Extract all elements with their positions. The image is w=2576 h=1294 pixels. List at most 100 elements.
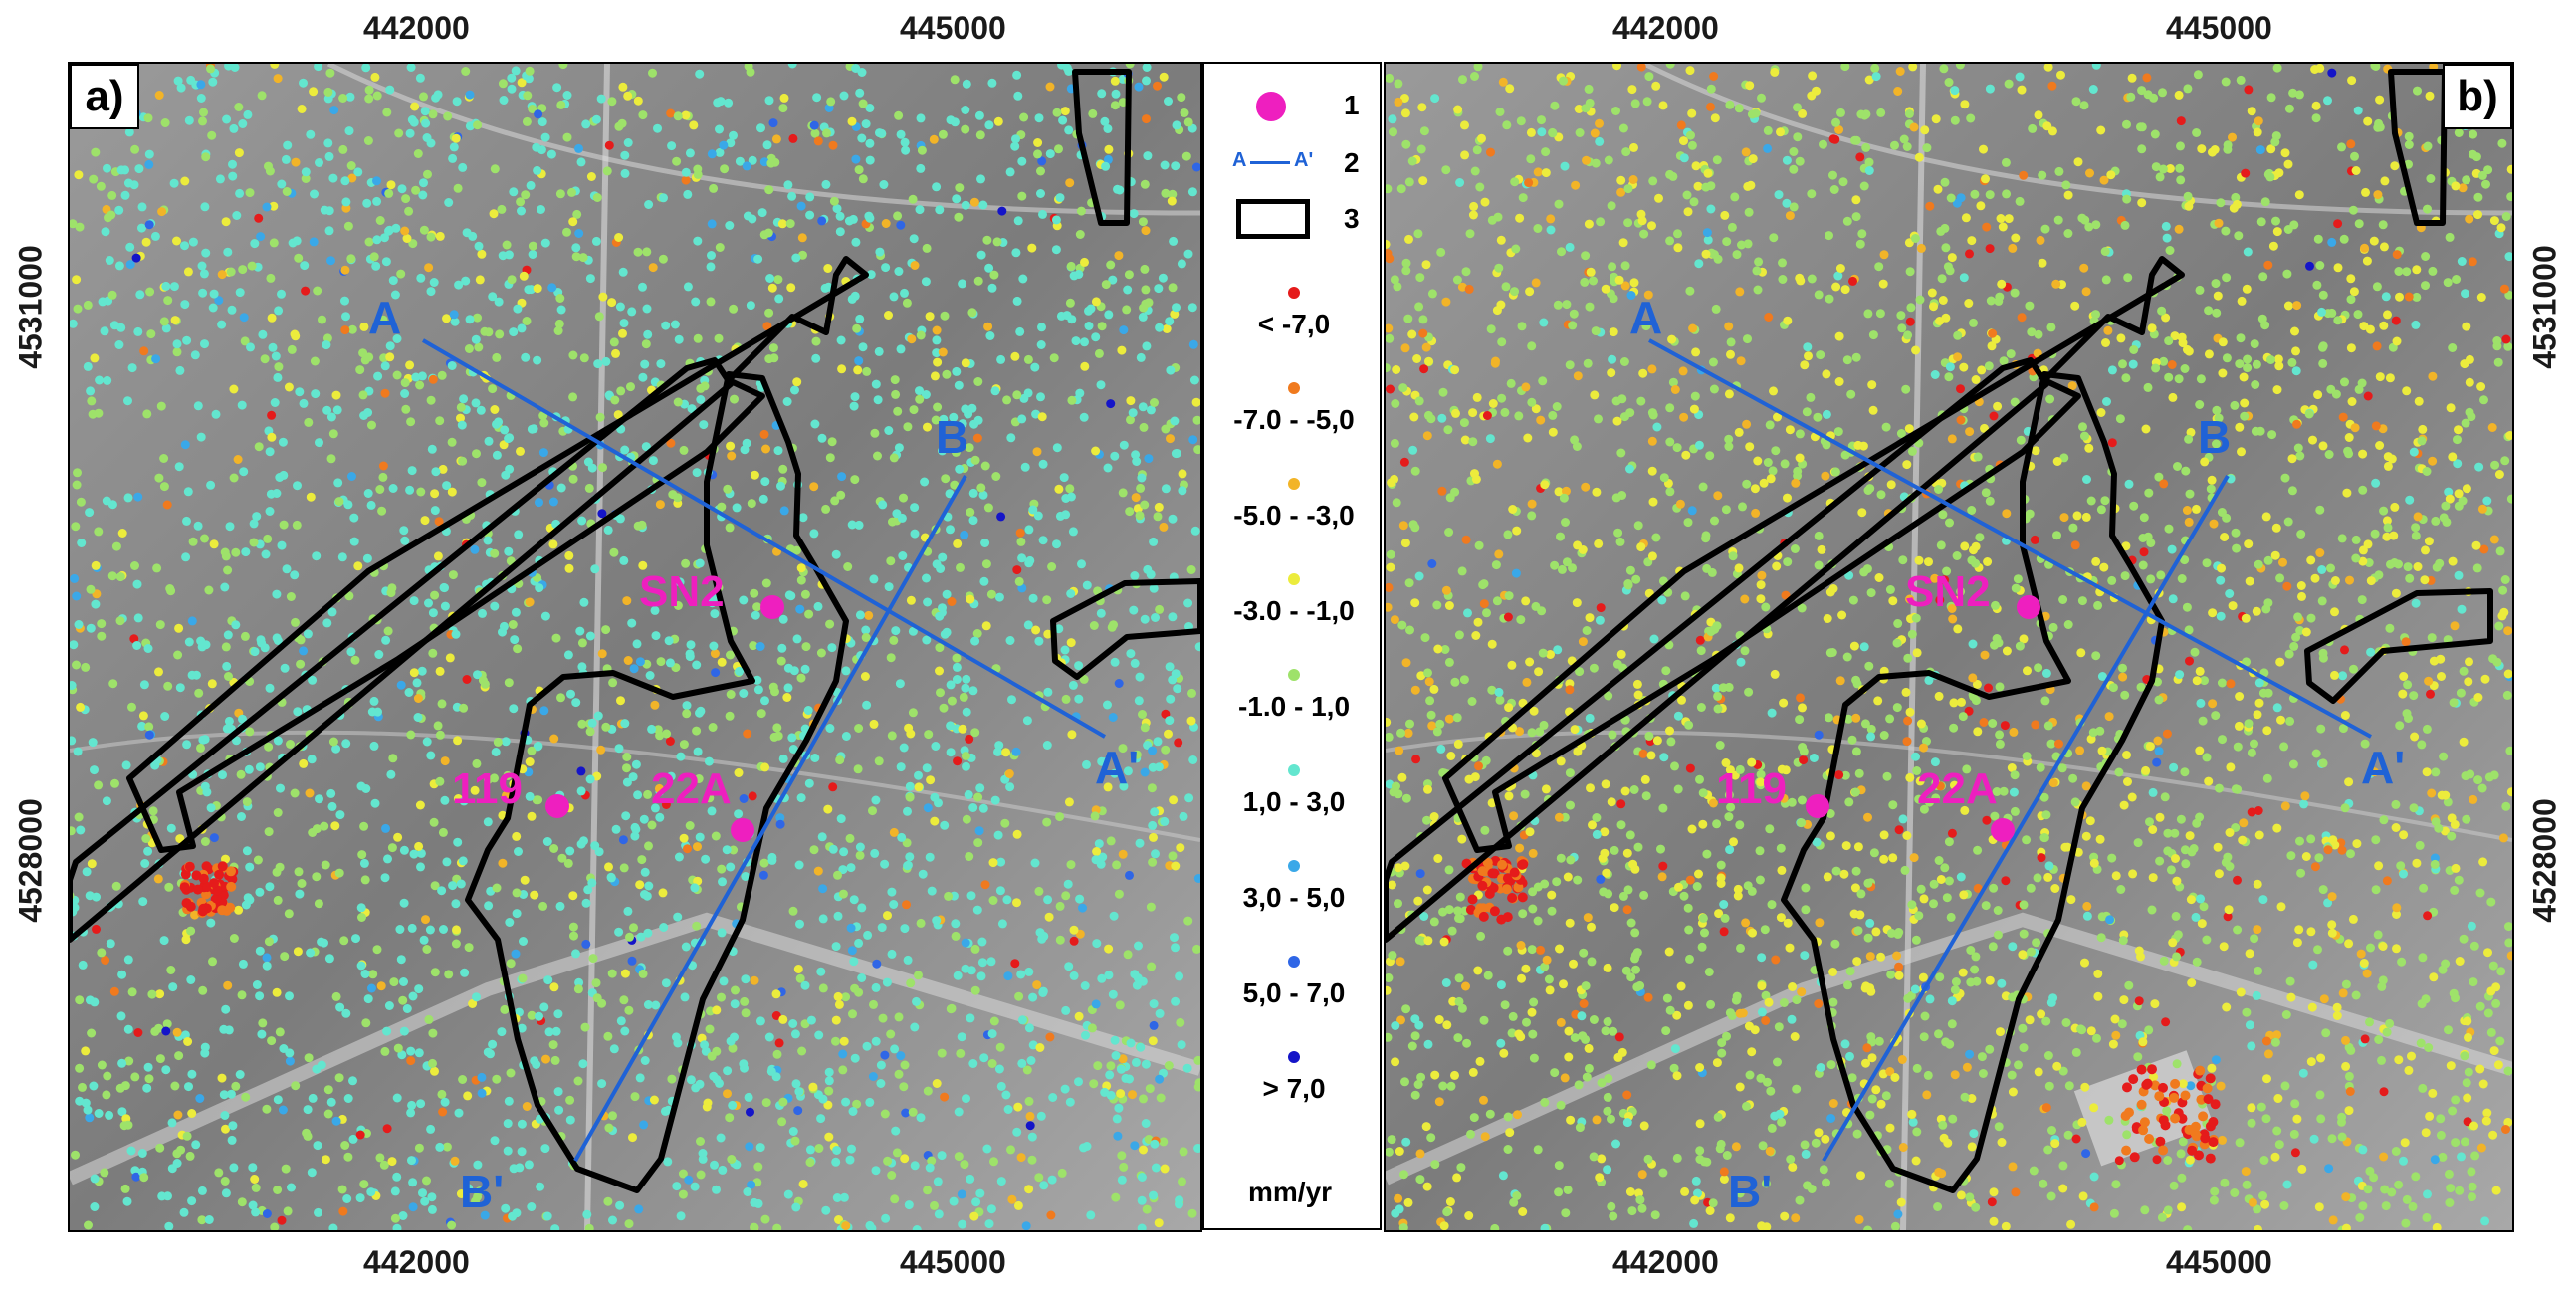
ps-point xyxy=(1016,970,1026,979)
x-tick-top-a-442000: 442000 xyxy=(363,10,470,46)
ps-point xyxy=(155,989,165,999)
ps-point xyxy=(1636,396,1646,406)
ps-point xyxy=(748,214,757,224)
ps-point xyxy=(338,94,348,103)
ps-point xyxy=(414,984,424,994)
ps-point xyxy=(2503,1066,2512,1076)
ps-point xyxy=(399,898,409,908)
ps-point xyxy=(90,1202,100,1211)
ps-point xyxy=(792,634,802,644)
ps-point xyxy=(2151,162,2161,172)
ps-point xyxy=(1538,376,1548,386)
ps-point xyxy=(597,509,607,519)
ps-point xyxy=(72,660,81,670)
ps-point xyxy=(318,315,326,324)
ps-point xyxy=(1109,911,1119,921)
ps-point xyxy=(1386,549,1395,559)
ps-point xyxy=(1080,337,1089,347)
ps-point xyxy=(615,302,625,312)
ps-point xyxy=(326,454,336,464)
ps-point xyxy=(1074,694,1084,704)
ps-point xyxy=(1765,1146,1775,1156)
ps-point xyxy=(1188,755,1198,764)
ps-point xyxy=(2294,90,2304,100)
ps-point xyxy=(962,1094,970,1104)
ps-point xyxy=(1533,224,1543,233)
ps-point xyxy=(694,774,704,783)
ps-point xyxy=(480,326,490,336)
ps-point xyxy=(2184,346,2194,356)
ps-point xyxy=(507,275,517,285)
ps-point xyxy=(1030,362,1040,372)
ps-point xyxy=(214,869,225,880)
ps-point xyxy=(990,386,1000,396)
ps-point xyxy=(1123,950,1133,960)
ps-point xyxy=(1180,108,1189,117)
ps-point xyxy=(1629,142,1638,152)
ps-point xyxy=(1142,64,1152,72)
ps-point xyxy=(894,1069,904,1079)
ps-point xyxy=(2469,977,2478,987)
ps-point xyxy=(2039,792,2049,802)
ps-point xyxy=(490,548,500,558)
legend-class-swatch xyxy=(1288,669,1300,681)
ps-point xyxy=(1084,322,1094,330)
ps-point xyxy=(2401,1218,2411,1228)
ps-point xyxy=(2503,1117,2512,1127)
legend-class-swatch xyxy=(1288,764,1300,776)
ps-point xyxy=(764,308,774,318)
ps-point xyxy=(846,923,856,933)
ps-point xyxy=(786,591,796,601)
ps-point xyxy=(238,265,248,275)
ps-point xyxy=(1171,669,1181,679)
ps-point xyxy=(1183,249,1193,259)
ps-point xyxy=(123,396,132,406)
ps-point xyxy=(1833,271,1843,281)
ps-point xyxy=(327,607,337,617)
ps-point xyxy=(2254,830,2264,840)
ps-point xyxy=(732,503,742,513)
ps-point xyxy=(1505,1128,1515,1138)
ps-point xyxy=(1948,614,1958,624)
ps-point xyxy=(1914,152,1924,162)
ps-point xyxy=(922,573,931,583)
ps-point xyxy=(685,148,695,158)
ps-point xyxy=(542,837,552,846)
ps-point xyxy=(2452,275,2462,284)
ps-point xyxy=(1130,970,1140,979)
ps-point xyxy=(1665,64,1675,69)
ps-point xyxy=(1678,366,1688,376)
ps-point xyxy=(375,485,385,494)
map-panel-b[interactable]: b) A A' B B' SN2 119 22A xyxy=(1384,62,2514,1232)
ps-point xyxy=(970,636,980,646)
ps-point xyxy=(1842,355,1852,365)
ps-point xyxy=(631,759,641,769)
ps-point xyxy=(1079,412,1089,422)
ps-point xyxy=(1597,1078,1607,1088)
ps-point xyxy=(936,564,946,573)
ps-point xyxy=(938,603,947,613)
ps-point xyxy=(1837,610,1847,620)
ps-point xyxy=(139,1173,149,1183)
ps-point xyxy=(1971,375,1981,384)
ps-point xyxy=(667,141,677,151)
ps-point xyxy=(2154,472,2164,482)
ps-point xyxy=(1173,684,1182,694)
profile-line-b-b xyxy=(573,475,967,1162)
ps-point xyxy=(143,113,153,123)
ps-point xyxy=(1178,469,1187,479)
ps-point xyxy=(437,699,447,709)
ps-point xyxy=(1177,1040,1186,1050)
ps-point xyxy=(1394,79,1403,89)
ps-point xyxy=(1874,573,1884,582)
ps-point xyxy=(1155,323,1165,332)
ps-point xyxy=(260,354,270,364)
ps-point xyxy=(1879,854,1889,864)
ps-point xyxy=(2323,898,2333,908)
ps-point xyxy=(1851,352,1861,362)
map-panel-a[interactable]: a) A A' B B' SN2 119 22A xyxy=(68,62,1202,1232)
ps-point xyxy=(1147,962,1157,971)
ps-point xyxy=(107,571,117,581)
ps-point xyxy=(430,590,440,600)
ps-point xyxy=(1650,1210,1660,1220)
